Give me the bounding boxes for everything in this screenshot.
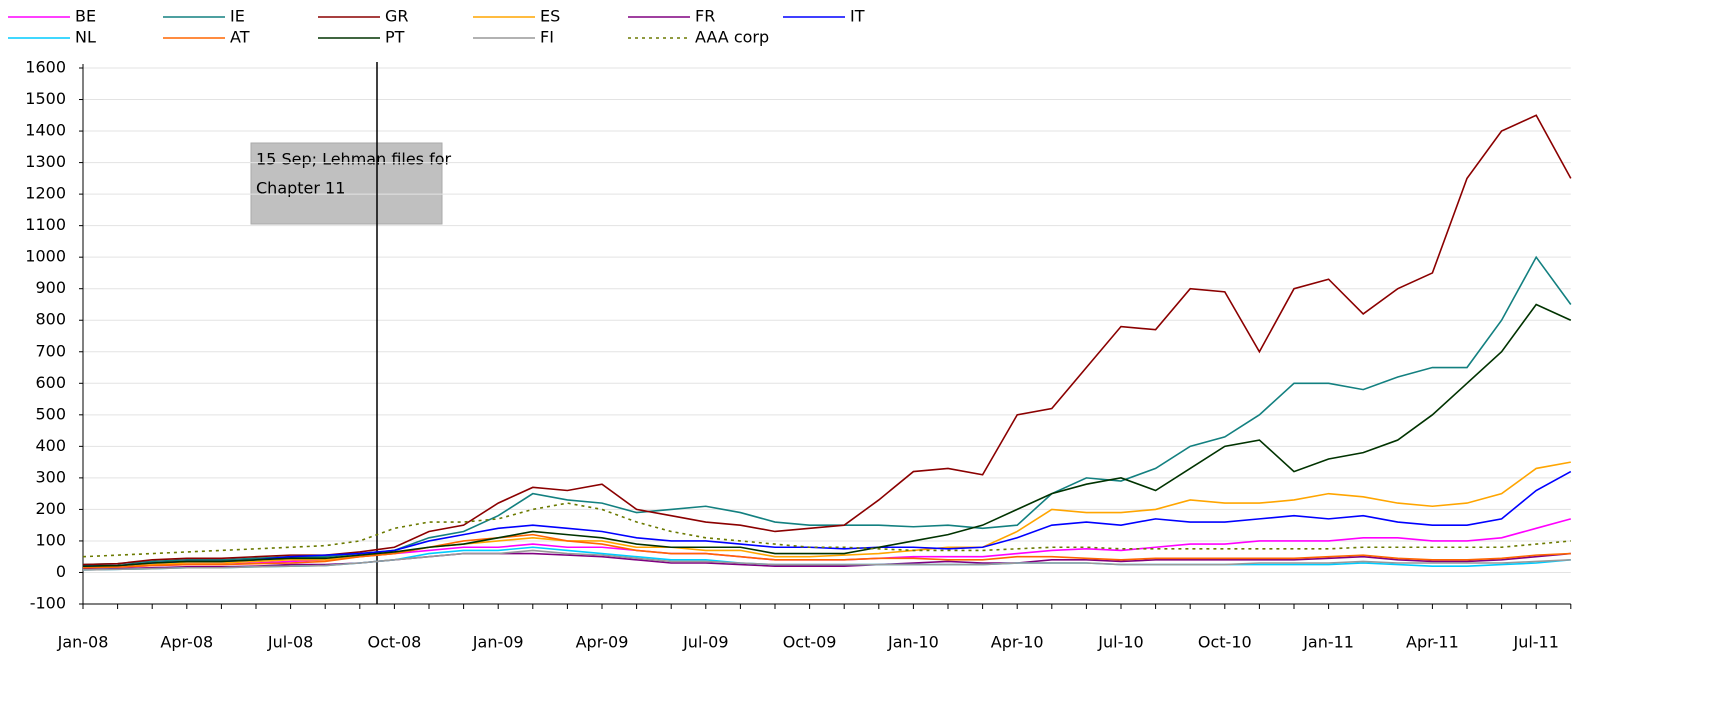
y-tick-label: 900 xyxy=(35,278,66,297)
annotation: Chapter 11 xyxy=(256,179,345,198)
y-tick-label: -100 xyxy=(30,594,66,613)
y-tick-label: 200 xyxy=(35,499,66,518)
series-line xyxy=(82,461,1571,569)
legend-label: FR xyxy=(695,7,715,26)
y-tick-label: 800 xyxy=(35,310,66,329)
y-tick-label: 400 xyxy=(35,436,66,455)
x-tick-label: Oct-08 xyxy=(368,633,422,652)
x-tick-label: Apr-08 xyxy=(160,633,213,652)
legend-label: NL xyxy=(75,28,96,47)
x-tick-label: Jul-08 xyxy=(267,633,313,652)
y-tick-label: 500 xyxy=(35,404,66,423)
x-tick-label: Jul-09 xyxy=(682,633,728,652)
legend-label: FI xyxy=(540,28,554,47)
legend-label: PT xyxy=(385,28,405,47)
x-tick-label: Jan-09 xyxy=(472,633,524,652)
x-tick-label: Apr-11 xyxy=(1406,633,1459,652)
y-tick-label: 1100 xyxy=(25,215,66,234)
legend-label: AT xyxy=(230,28,250,47)
x-tick-label: Jan-08 xyxy=(57,633,109,652)
y-tick-label: 600 xyxy=(35,373,66,392)
x-tick-label: Oct-09 xyxy=(783,633,837,652)
y-tick-label: 0 xyxy=(56,562,66,581)
x-tick-label: Jan-10 xyxy=(887,633,939,652)
y-tick-label: 100 xyxy=(35,530,66,549)
x-tick-label: Apr-10 xyxy=(991,633,1044,652)
series-line xyxy=(82,303,1572,567)
y-tick-label: 1300 xyxy=(25,152,66,171)
x-tick-label: Apr-09 xyxy=(576,633,629,652)
y-tick-label: 700 xyxy=(35,341,66,360)
legend-label: BE xyxy=(75,7,96,26)
legend-label: AAA corp xyxy=(695,28,769,47)
x-tick-label: Jul-11 xyxy=(1512,633,1558,652)
annotation-box xyxy=(250,142,443,225)
y-tick-label: 300 xyxy=(35,467,66,486)
y-tick-label: 1500 xyxy=(25,89,66,108)
legend-label: GR xyxy=(385,7,409,26)
x-tick-label: Oct-10 xyxy=(1198,633,1252,652)
legend-label: IT xyxy=(850,7,865,26)
y-tick-label: 1200 xyxy=(25,184,66,203)
legend-label: IE xyxy=(230,7,245,26)
y-tick-label: 1400 xyxy=(25,121,66,140)
series-line xyxy=(82,470,1572,567)
legend-label: ES xyxy=(540,7,560,26)
series-line xyxy=(82,255,1572,566)
y-tick-label: 1000 xyxy=(25,247,66,266)
series-line xyxy=(82,549,1571,571)
annotation: 15 Sep; Lehman files for xyxy=(256,150,452,169)
x-tick-label: Jul-10 xyxy=(1097,633,1143,652)
series-line xyxy=(82,533,1571,569)
y-tick-label: 1600 xyxy=(25,58,66,77)
x-tick-label: Jan-11 xyxy=(1302,633,1354,652)
